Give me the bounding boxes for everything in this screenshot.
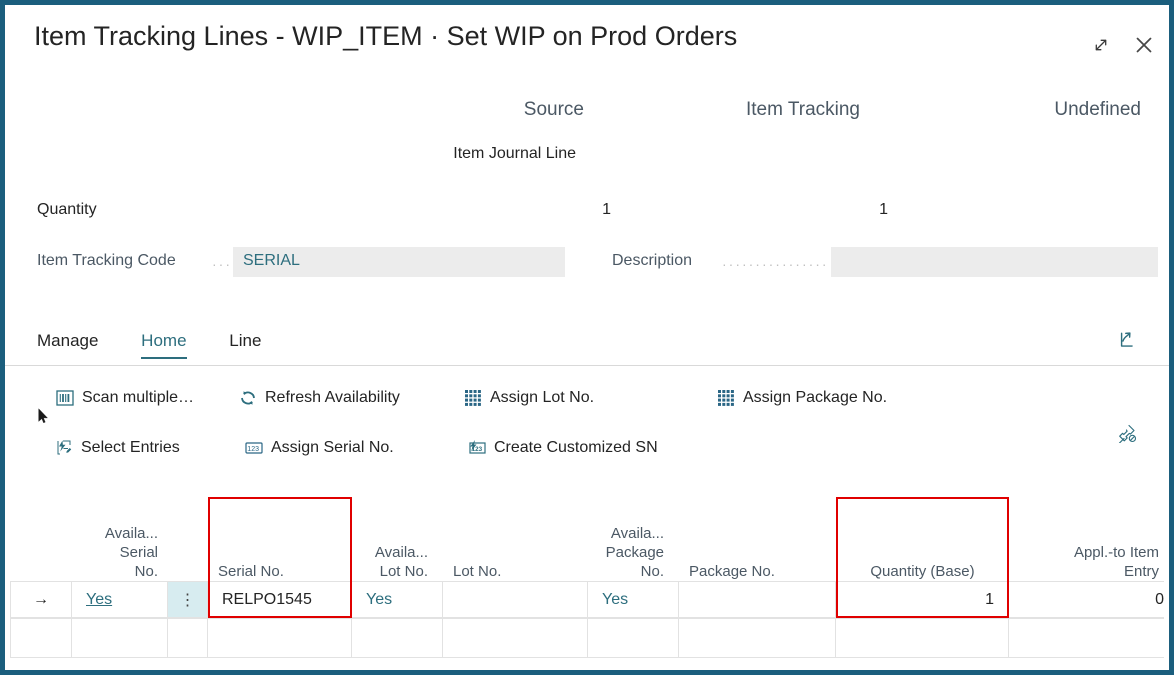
- svg-text:123: 123: [247, 446, 259, 453]
